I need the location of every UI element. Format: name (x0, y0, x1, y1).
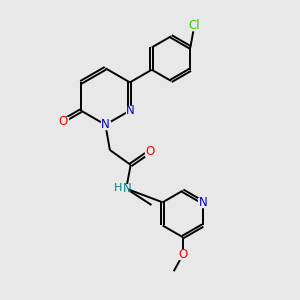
Text: N: N (198, 196, 207, 209)
Text: H: H (114, 183, 122, 193)
Text: N: N (101, 118, 110, 131)
Bar (187, 21, 201, 30)
Text: N: N (125, 104, 134, 117)
Bar (198, 198, 208, 207)
Text: N: N (123, 182, 132, 194)
Text: O: O (58, 115, 68, 128)
Bar (58, 117, 68, 125)
Bar (145, 147, 155, 156)
Bar (126, 106, 134, 115)
Bar (178, 250, 188, 260)
Text: Cl: Cl (188, 19, 200, 32)
Text: O: O (146, 145, 154, 158)
Bar (101, 121, 110, 129)
Text: O: O (178, 248, 187, 261)
Bar (111, 184, 127, 193)
